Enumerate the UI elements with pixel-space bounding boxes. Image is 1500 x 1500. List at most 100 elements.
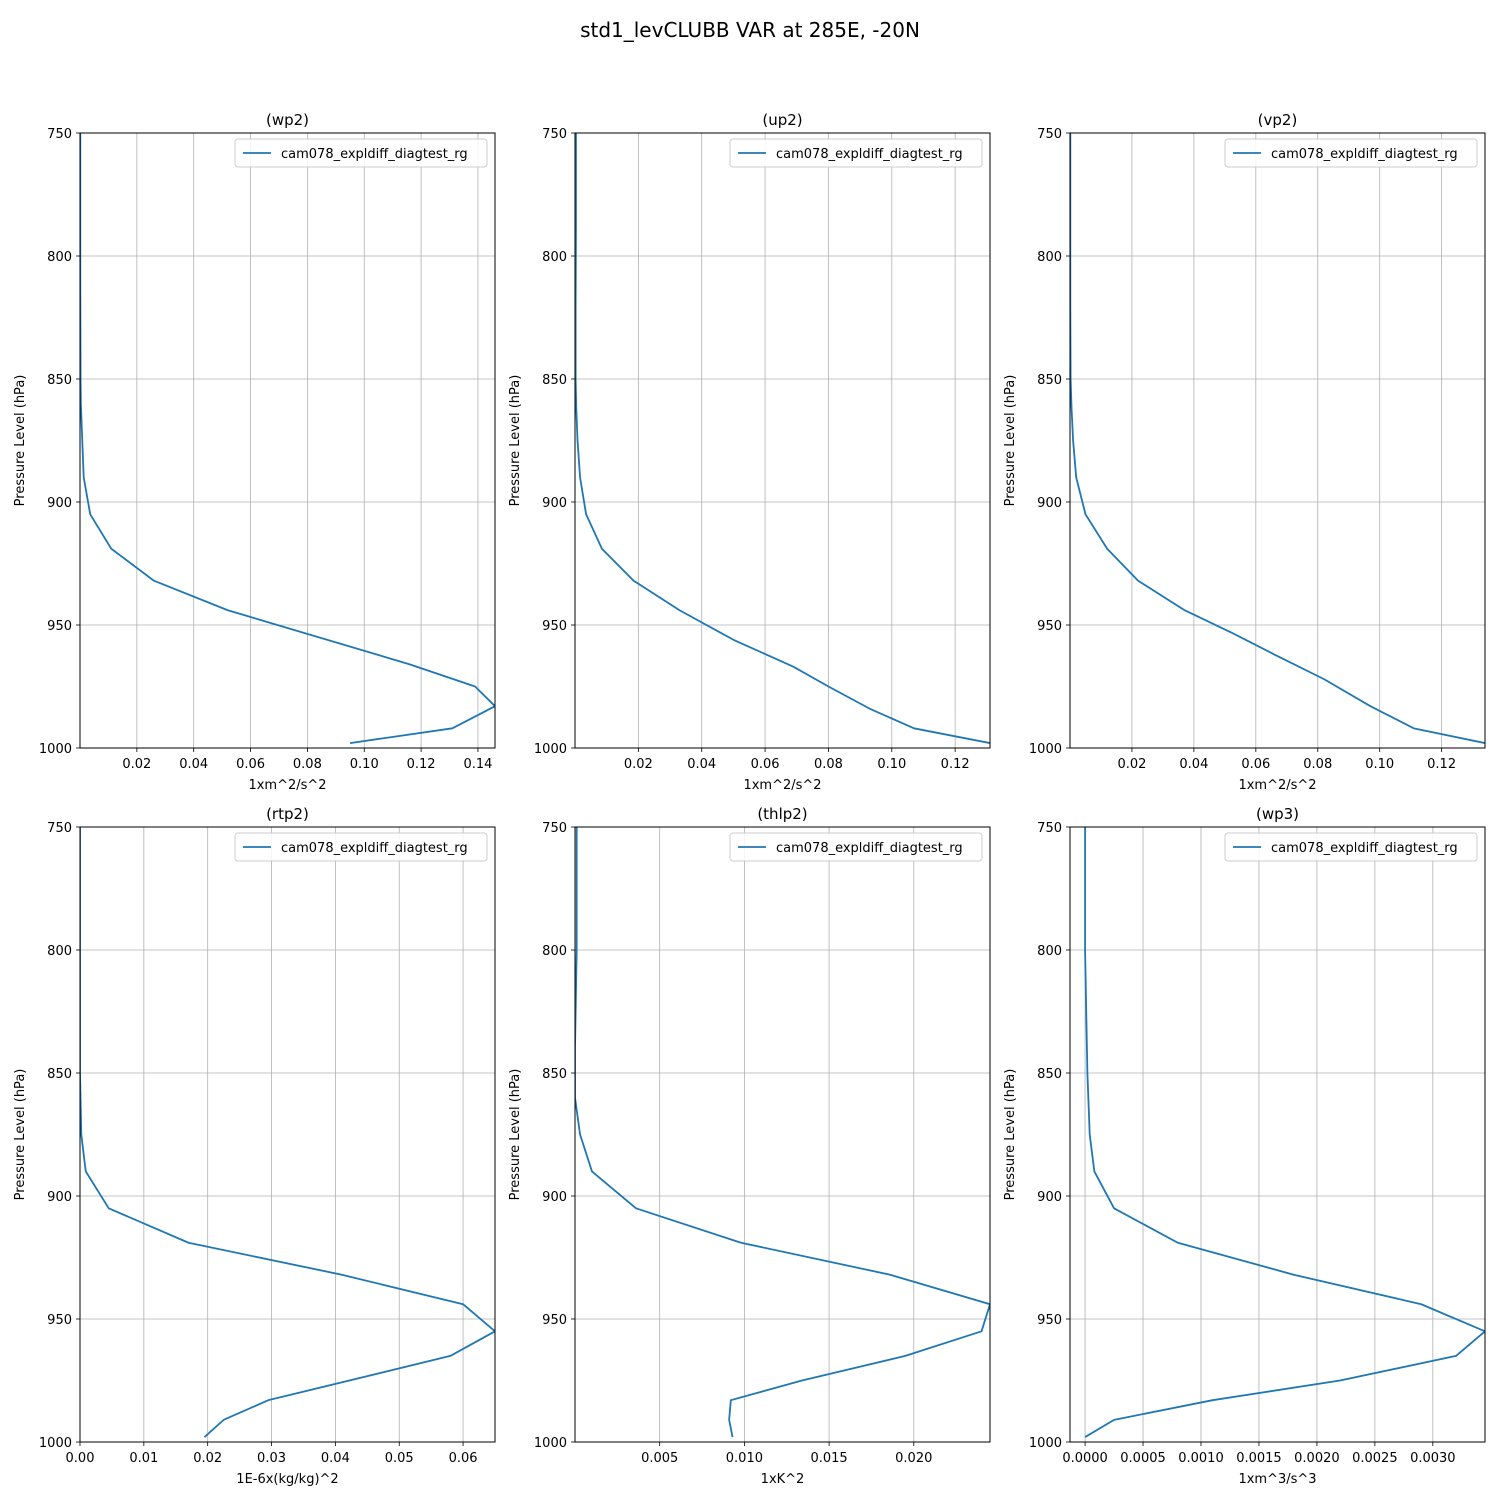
legend-box [729, 138, 983, 168]
x-tick-label: 0.010 [726, 1451, 763, 1466]
y-tick-label: 800 [47, 250, 72, 265]
axes-frame [1069, 826, 1486, 1443]
y-tick-label: 900 [542, 1190, 567, 1205]
legend-label: cam078_expldiff_diagtest_rg [776, 147, 963, 162]
panel-title: (wp3) [1256, 805, 1299, 823]
x-tick-label: 0.0025 [1352, 1451, 1398, 1466]
y-tick-label: 1000 [534, 742, 567, 757]
y-tick-label: 850 [47, 373, 72, 388]
legend: cam078_expldiff_diagtest_rg [729, 832, 983, 862]
y-tick-label: 950 [47, 619, 72, 634]
y-tick-label: 850 [47, 1067, 72, 1082]
y-tick-label: 1000 [39, 1436, 72, 1451]
series-line [1084, 827, 1485, 1438]
x-tick-label: 0.02 [122, 757, 151, 772]
y-tick-label: 800 [542, 250, 567, 265]
x-tick-label: 0.020 [895, 1451, 932, 1466]
x-axis-label: 1xm^3/s^3 [1238, 1472, 1316, 1487]
chart-panel-4: 0.005 0.010 0.015 0.020 750 800 850 900 950 1000 (… [508, 805, 991, 1487]
x-tick-label: 0.10 [1365, 757, 1394, 772]
x-axis-label: 1xm^2/s^2 [743, 778, 821, 793]
y-tick-label: 750 [47, 127, 72, 142]
x-tick-label: 0.12 [407, 757, 436, 772]
legend: cam078_expldiff_diagtest_rg [729, 138, 983, 168]
panels: 0.02 0.04 0.06 0.08 0.10 0.12 0.14 750 800 850 900… [13, 111, 1486, 1487]
y-axis-label: Pressure Level (hPa) [508, 1069, 523, 1201]
x-tick-label: 0.14 [463, 757, 492, 772]
x-tick-label: 0.10 [877, 757, 906, 772]
series-line [575, 827, 990, 1438]
y-tick-label: 900 [1037, 1190, 1062, 1205]
x-tick-label: 0.015 [810, 1451, 847, 1466]
y-tick-label: 750 [1037, 127, 1062, 142]
x-tick-label: 0.02 [193, 1451, 222, 1466]
x-tick-label: 0.06 [236, 757, 265, 772]
x-tick-label: 0.04 [321, 1451, 350, 1466]
series-line [1070, 133, 1485, 744]
x-tick-label: 0.0030 [1410, 1451, 1456, 1466]
plot-area [1070, 133, 1485, 748]
x-tick-label: 0.05 [385, 1451, 414, 1466]
x-tick-label: 0.06 [449, 1451, 478, 1466]
x-tick-label: 0.0020 [1294, 1451, 1340, 1466]
y-tick-label: 750 [1037, 821, 1062, 836]
x-tick-label: 0.0000 [1062, 1451, 1108, 1466]
y-tick-label: 1000 [534, 1436, 567, 1451]
legend-box [234, 138, 488, 168]
x-tick-label: 0.0010 [1178, 1451, 1224, 1466]
x-tick-label: 0.06 [751, 757, 780, 772]
axes-frame [574, 132, 991, 749]
y-tick-label: 750 [542, 821, 567, 836]
x-axis-label: 1xm^2/s^2 [1238, 778, 1316, 793]
y-tick-label: 850 [542, 1067, 567, 1082]
x-axis-label: 1E-6x(kg/kg)^2 [236, 1472, 338, 1487]
x-tick-label: 0.08 [293, 757, 322, 772]
y-tick-label: 800 [1037, 944, 1062, 959]
x-axis-label: 1xK^2 [761, 1472, 805, 1487]
y-tick-label: 900 [1037, 496, 1062, 511]
y-tick-label: 1000 [1029, 742, 1062, 757]
chart-panel-5: 0.0000 0.0005 0.0010 0.0015 0.0020 0.0025 0.00… [1003, 805, 1486, 1487]
x-tick-label: 0.0005 [1120, 1451, 1166, 1466]
y-axis-label: Pressure Level (hPa) [508, 375, 523, 507]
legend-box [1224, 832, 1478, 862]
panel-title: (rtp2) [266, 805, 309, 823]
series-line [575, 133, 990, 744]
plot-area [80, 827, 495, 1442]
x-tick-label: 0.02 [624, 757, 653, 772]
figure-suptitle: std1_levCLUBB VAR at 285E, -20N [580, 18, 920, 42]
legend-label: cam078_expldiff_diagtest_rg [1271, 841, 1458, 856]
y-tick-label: 750 [47, 821, 72, 836]
y-axis-label: Pressure Level (hPa) [1003, 1069, 1018, 1201]
y-tick-label: 800 [1037, 250, 1062, 265]
legend-label: cam078_expldiff_diagtest_rg [281, 841, 468, 856]
axes-frame [79, 826, 496, 1443]
y-tick-label: 950 [1037, 1313, 1062, 1328]
y-tick-label: 950 [542, 619, 567, 634]
y-tick-label: 900 [47, 496, 72, 511]
legend: cam078_expldiff_diagtest_rg [1224, 138, 1478, 168]
legend-label: cam078_expldiff_diagtest_rg [1271, 147, 1458, 162]
y-tick-label: 750 [542, 127, 567, 142]
y-tick-label: 850 [542, 373, 567, 388]
x-tick-label: 0.02 [1117, 757, 1146, 772]
chart-panel-0: 0.02 0.04 0.06 0.08 0.10 0.12 0.14 750 800 850 900… [13, 111, 496, 793]
y-tick-label: 900 [542, 496, 567, 511]
x-tick-label: 0.04 [1179, 757, 1208, 772]
plot-area [1070, 827, 1485, 1442]
chart-panel-3: 0.00 0.01 0.02 0.03 0.04 0.05 0.06 750 800 850 900… [13, 805, 496, 1487]
legend-label: cam078_expldiff_diagtest_rg [776, 841, 963, 856]
x-tick-label: 0.04 [687, 757, 716, 772]
x-tick-label: 0.08 [814, 757, 843, 772]
y-tick-label: 900 [47, 1190, 72, 1205]
legend-box [234, 832, 488, 862]
legend-label: cam078_expldiff_diagtest_rg [281, 147, 468, 162]
chart-panel-2: 0.02 0.04 0.06 0.08 0.10 0.12 750 800 850 900 950 1… [1003, 111, 1486, 793]
axes-frame [1069, 132, 1486, 749]
panel-title: (up2) [762, 111, 802, 129]
panel-title: (wp2) [266, 111, 309, 129]
y-tick-label: 1000 [1029, 1436, 1062, 1451]
legend-box [1224, 138, 1478, 168]
y-tick-label: 850 [1037, 1067, 1062, 1082]
